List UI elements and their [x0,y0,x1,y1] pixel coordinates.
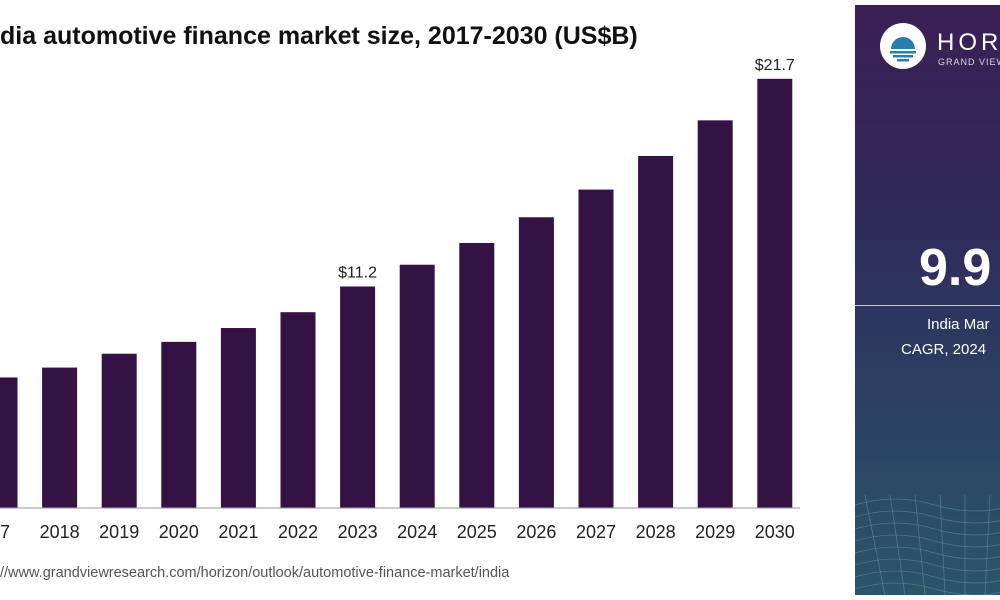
x-tick-label: 2023 [338,522,378,542]
cagr-label-line1: India Mar [927,316,990,333]
bar-2028 [638,155,674,508]
x-tick-label: 2030 [755,522,795,542]
bar-chart: 17 2018 2019 2020 2021 2022 2023 2024 2025 2026 20… [0,57,800,542]
x-tick-label: 2025 [457,522,497,542]
chart-title: dia automotive finance market size, 2017… [0,22,638,50]
side-panel: HORI GRAND VIEW 9.9 India Mar CAGR, 2024 [855,5,1000,595]
data-label: $21.7 [755,57,795,74]
bar-17 [0,377,18,508]
x-tick-label: 2020 [159,522,199,542]
logo-subtext: GRAND VIEW [938,57,1000,67]
x-tick-label: 2024 [397,522,437,542]
bar-2026 [518,217,554,508]
x-tick-label: 2028 [636,522,676,542]
data-label: $11.2 [338,264,377,281]
bar-2025 [459,242,495,508]
x-tick-label: 2019 [99,522,139,542]
wave-pattern-graphic [855,494,1000,595]
source-url[interactable]: //www.grandviewresearch.com/horizon/outl… [0,565,510,581]
x-tick-label: 2026 [516,522,556,542]
x-tick-label: 17 [0,522,10,542]
cagr-label-line2: CAGR, 2024 [901,341,987,358]
bar-2019 [101,353,137,508]
x-tick-label: 2021 [218,522,258,542]
bar-2020 [161,341,197,508]
bar-2021 [220,328,256,508]
bar-2022 [280,312,316,508]
cagr-value: 9.9 [919,239,992,297]
bar-2029 [697,120,733,508]
logo-text: HORI [937,29,1000,56]
bar-2023 [340,286,376,508]
bar-2024 [399,264,435,508]
x-tick-label: 2027 [576,522,616,542]
x-tick-label: 2018 [40,522,80,542]
x-tick-label: 2029 [695,522,735,542]
x-tick-label: 2022 [278,522,318,542]
bar-2018 [42,367,78,508]
panel-divider [855,305,1000,306]
logo-icon [880,23,926,69]
bar-2030 [757,78,793,509]
bar-2027 [578,189,614,509]
sun-horizon-icon [890,37,916,62]
